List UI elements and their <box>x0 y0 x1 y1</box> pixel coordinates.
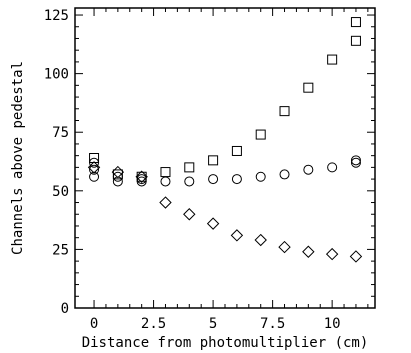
square-point <box>136 171 147 182</box>
circle-point <box>160 176 171 187</box>
circle-point <box>231 174 242 185</box>
square-point <box>231 145 242 156</box>
y-tick-label: 75 <box>52 125 69 141</box>
tick-marks <box>75 8 375 309</box>
square-point <box>350 17 361 28</box>
circle-point <box>208 174 219 185</box>
diamond-point <box>111 165 125 179</box>
square-point <box>112 169 123 180</box>
square-point <box>255 129 266 140</box>
diamond-point <box>302 245 315 258</box>
square-point <box>208 155 219 166</box>
circle-point <box>89 157 100 168</box>
y-tick-label: 50 <box>52 184 69 200</box>
square-point <box>303 82 314 93</box>
circle-point <box>350 155 361 166</box>
x-tick-label: 10 <box>324 316 341 332</box>
circle-point <box>303 164 314 175</box>
square-point <box>279 106 290 117</box>
y-axis-label: Channels above pedestal <box>10 61 26 255</box>
circle-point <box>184 176 195 187</box>
x-tick-label: 0 <box>90 316 98 332</box>
diamond-point <box>183 208 196 221</box>
diamond-point <box>87 161 101 174</box>
data-points <box>87 17 363 263</box>
x-tick-label: 5 <box>209 316 217 332</box>
circle-point <box>255 171 266 182</box>
circle-point <box>279 169 290 180</box>
circle-point <box>89 164 100 175</box>
y-tick-label: 25 <box>52 242 69 258</box>
circle-point <box>112 171 123 182</box>
square-point <box>327 54 338 65</box>
plot-frame <box>74 7 376 309</box>
circle-point <box>136 176 147 187</box>
diamond-point <box>230 229 244 242</box>
diamond-point <box>159 196 172 209</box>
y-tick-label: 125 <box>44 8 69 24</box>
diamond-point <box>254 233 267 247</box>
diamond-point <box>325 247 339 261</box>
circle-point <box>136 174 147 185</box>
x-tick-label: 2.5 <box>141 316 166 332</box>
circle-point <box>350 157 361 168</box>
diamond-point <box>206 217 220 230</box>
diamond-point <box>278 240 291 254</box>
diamond-point <box>135 170 148 183</box>
x-tick-label: 7.5 <box>260 316 285 332</box>
y-tick-label: 100 <box>44 67 69 83</box>
x-axis-label: Distance from photomultiplier (cm) <box>82 335 369 351</box>
square-point <box>184 162 195 173</box>
diamond-point <box>349 250 363 263</box>
square-point <box>350 35 361 46</box>
circle-point <box>327 162 338 173</box>
square-point <box>160 167 171 178</box>
y-tick-label: 0 <box>61 301 69 317</box>
